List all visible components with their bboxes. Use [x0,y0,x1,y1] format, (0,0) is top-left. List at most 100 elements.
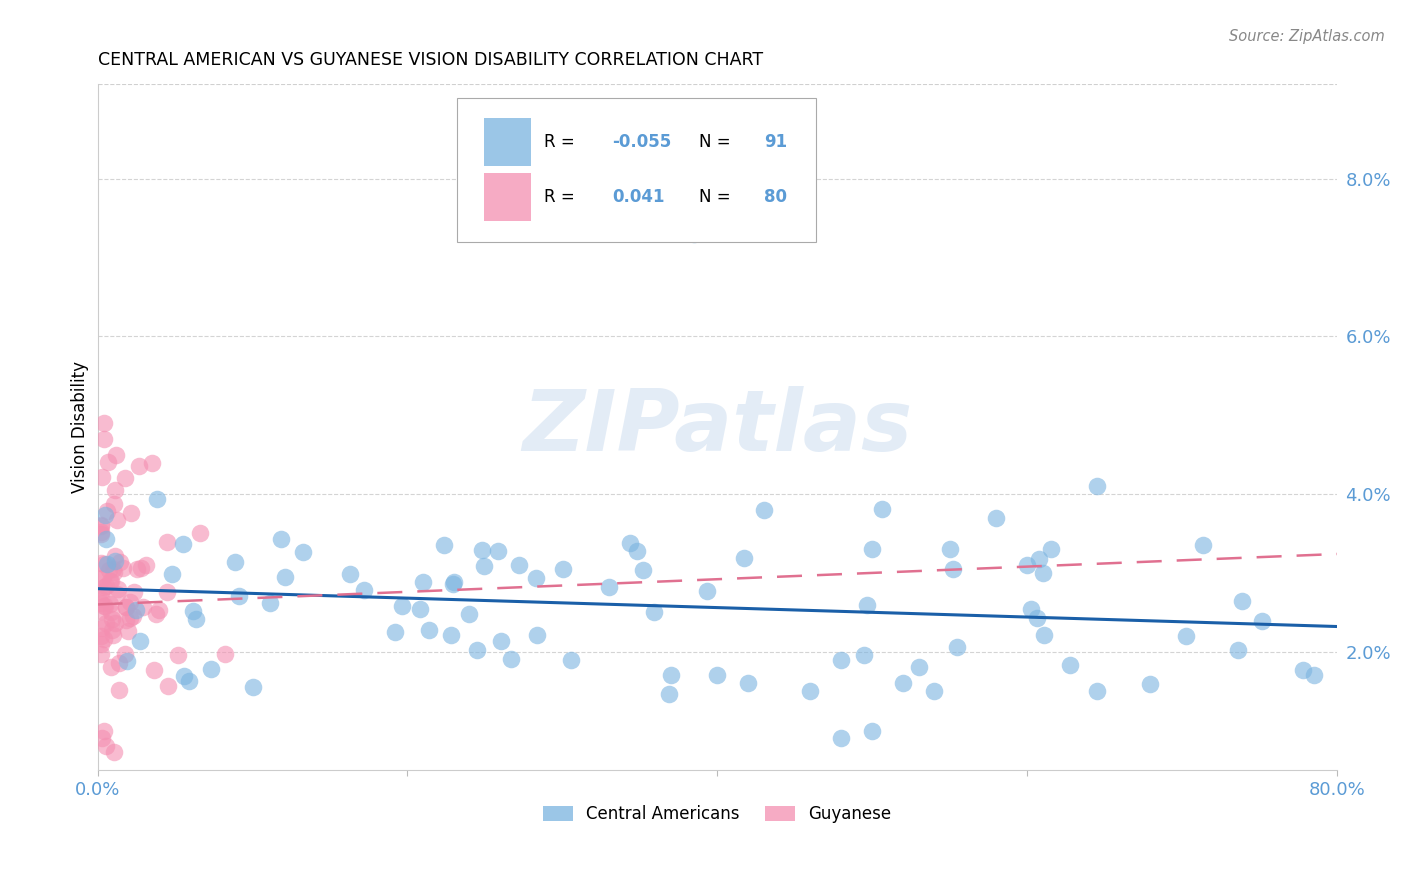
Point [104,483,127,497]
Point [274,570,297,584]
Point [1032,566,1054,580]
Point [108,555,131,569]
Point [127,562,149,576]
Point [101,612,124,626]
Text: ZIPatlas: ZIPatlas [522,385,912,468]
Text: 0.041: 0.041 [612,188,665,206]
Point [103,565,125,579]
Point [1039,541,1062,556]
Point [104,615,127,630]
Text: R =: R = [544,134,579,152]
Point [946,640,969,655]
Point [1192,538,1215,552]
Text: 80: 80 [765,188,787,206]
Point [103,745,125,759]
Point [100,574,122,588]
Point [733,551,755,566]
Point [706,668,728,682]
Point [1028,552,1050,566]
Point [101,624,124,638]
Point [90,519,112,533]
Point [141,456,163,470]
Point [115,599,138,614]
Point [986,510,1008,524]
Point [470,543,492,558]
Point [114,613,136,627]
Point [659,668,682,682]
Point [830,731,852,746]
Point [94,579,117,593]
Point [1302,668,1324,682]
Point [1174,628,1197,642]
Point [1017,558,1039,572]
Point [1059,657,1081,672]
Point [560,653,582,667]
Point [598,581,620,595]
Point [96,504,118,518]
Point [860,723,883,738]
Point [856,598,879,612]
Point [472,559,495,574]
Point [1019,602,1042,616]
Point [242,680,264,694]
Point [104,554,127,568]
Text: 91: 91 [765,134,787,152]
Point [486,544,509,558]
Point [112,561,135,575]
Point [188,525,211,540]
Point [458,607,481,621]
Point [224,555,246,569]
Legend: Central Americans, Guyanese: Central Americans, Guyanese [543,805,891,823]
Point [90,469,112,483]
Point [107,582,129,597]
Point [104,549,127,563]
Point [145,607,167,621]
Text: CENTRAL AMERICAN VS GUYANESE VISION DISABILITY CORRELATION CHART: CENTRAL AMERICAN VS GUYANESE VISION DISA… [97,51,762,69]
Point [90,629,112,643]
Point [122,584,145,599]
Point [93,416,115,430]
Text: Source: ZipAtlas.com: Source: ZipAtlas.com [1229,29,1385,44]
Point [93,580,115,594]
Point [1085,684,1108,698]
Point [228,589,250,603]
Point [103,498,125,512]
Point [98,597,121,611]
Point [105,513,128,527]
Text: N =: N = [699,134,735,152]
Point [125,603,148,617]
Point [830,652,852,666]
Point [94,532,117,546]
Point [118,611,141,625]
Point [524,571,547,585]
Point [440,628,463,642]
Point [160,567,183,582]
Point [412,575,434,590]
Point [118,595,141,609]
Point [90,571,112,585]
Point [214,647,236,661]
Point [93,599,115,614]
Point [156,585,179,599]
Point [90,525,112,540]
Point [101,562,124,576]
Point [938,542,960,557]
Point [1032,628,1054,642]
Point [737,676,759,690]
Point [121,609,143,624]
Point [90,621,112,635]
Point [200,662,222,676]
Point [108,683,131,698]
Point [131,561,153,575]
Point [98,574,121,588]
Point [90,638,112,652]
Point [891,676,914,690]
Point [391,599,413,613]
Point [90,604,112,618]
Point [101,628,124,642]
Point [443,575,465,590]
Point [93,432,115,446]
Point [142,664,165,678]
Point [128,459,150,474]
Point [97,455,120,469]
